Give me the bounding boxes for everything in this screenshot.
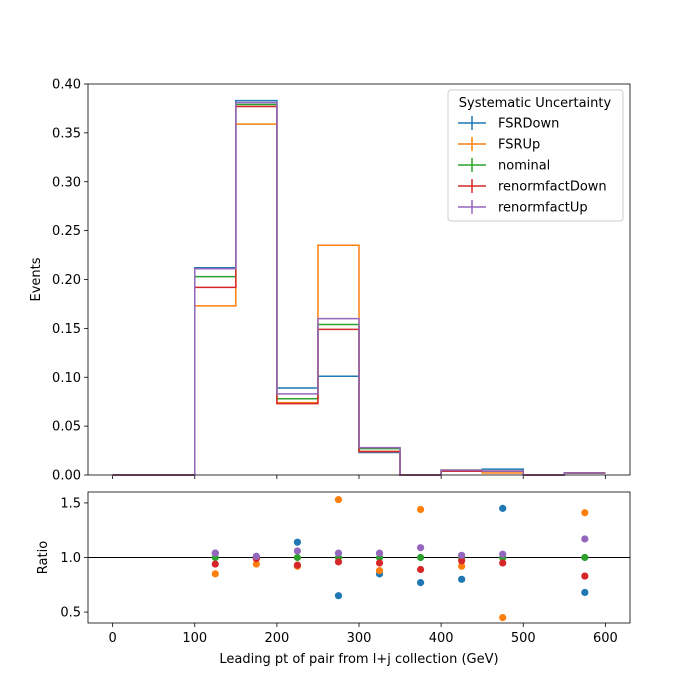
- ratio-point: [334, 496, 343, 504]
- ratio-point: [416, 565, 425, 574]
- ratio-point: [416, 544, 425, 552]
- legend-entry-FSRUp: FSRUp: [458, 137, 540, 153]
- y-tick-label: 0.20: [52, 273, 81, 288]
- ratio-point: [293, 553, 302, 562]
- ratio-series-FSRUp: [211, 496, 589, 622]
- ratio-point: [458, 557, 466, 565]
- ratio-point: [375, 559, 384, 567]
- ratio-point: [334, 592, 343, 600]
- ratio-point: [581, 553, 589, 562]
- ratio-point: [499, 559, 507, 567]
- legend-entry-FSRDown: FSRDown: [458, 116, 559, 132]
- legend-title: Systematic Uncertainty: [459, 96, 612, 111]
- ratio-point: [211, 549, 219, 557]
- x-tick-label: 500: [511, 631, 536, 646]
- y-tick-label: 0.35: [52, 126, 81, 141]
- x-tick-label: 0: [108, 631, 116, 646]
- y-tick-label: 0.40: [52, 78, 81, 93]
- y-tick-label: 0.00: [52, 469, 81, 484]
- legend-label: renormfactUp: [498, 201, 588, 216]
- ratio-point: [581, 509, 589, 517]
- legend-label: renormfactDown: [498, 180, 607, 195]
- ratio-panel: 0 100 200 300 400 500 600 0.5 1.0 1.5 Leading pt o…: [36, 491, 631, 667]
- legend-entry-renormfactUp: renormfactUp: [458, 200, 588, 216]
- ratio-point: [458, 575, 466, 583]
- y-tick-label: 0.15: [52, 322, 81, 337]
- y-tick-label: 0.30: [52, 175, 81, 190]
- step-series-renormfactUp: [112, 101, 606, 476]
- top-axes-frame: [87, 83, 631, 476]
- x-tick-label: 200: [264, 631, 289, 646]
- x-tick-label: 400: [429, 631, 454, 646]
- bottom-axes-frame: [87, 491, 631, 624]
- legend-entry-nominal: nominal: [458, 158, 550, 174]
- ratio-series-renormfactUp: [211, 535, 589, 561]
- ratio-point: [252, 560, 260, 568]
- ratio-point: [458, 562, 466, 570]
- ratio-point: [293, 538, 302, 546]
- y-tick-label: 0.5: [60, 606, 81, 621]
- ratio-point: [581, 535, 589, 543]
- y-tick-label: 1.0: [60, 551, 81, 566]
- ratio-series-renormfactDown: [211, 554, 589, 580]
- ratio-point: [252, 552, 260, 561]
- ratio-point: [211, 560, 219, 568]
- ratio-point: [581, 588, 589, 597]
- ratio-point: [293, 547, 302, 555]
- x-axis-label: Leading pt of pair from l+j collection (…: [219, 652, 498, 667]
- ratio-point: [416, 505, 425, 514]
- x-tick-label: 300: [347, 631, 372, 646]
- ratio-point: [293, 561, 302, 569]
- y-axis-label: Ratio: [36, 541, 51, 574]
- y-tick-label: 0.10: [52, 371, 81, 386]
- ratio-point: [375, 549, 384, 557]
- legend-entry-renormfactDown: renormfactDown: [458, 179, 607, 195]
- main-histogram-panel: 0.00 0.05 0.10 0.15 0.20 0.25 0.30 0.35 0.40 Even…: [29, 78, 631, 484]
- ratio-point: [416, 553, 425, 562]
- ratio-point: [499, 504, 507, 512]
- ratio-point: [211, 570, 219, 578]
- ratio-point: [334, 558, 343, 566]
- x-tick-label: 100: [182, 631, 207, 646]
- y-tick-label: 0.05: [52, 420, 81, 435]
- legend-label: FSRDown: [498, 117, 559, 132]
- legend: Systematic Uncertainty FSRDown FSRUp nomina…: [447, 89, 624, 222]
- ratio-point: [416, 579, 425, 587]
- ratio-point: [499, 613, 507, 622]
- y-tick-label: 0.25: [52, 224, 81, 239]
- x-tick-label: 600: [593, 631, 618, 646]
- y-tick-label: 1.5: [60, 496, 81, 511]
- ratio-point: [499, 550, 507, 558]
- legend-label: FSRUp: [498, 138, 540, 153]
- legend-label: nominal: [498, 159, 550, 174]
- ratio-point: [334, 549, 343, 557]
- ratio-point: [375, 567, 384, 575]
- ratio-point: [581, 572, 589, 580]
- legend-box: [447, 89, 624, 222]
- y-axis-label: Events: [29, 257, 44, 301]
- ratio-point: [458, 551, 466, 559]
